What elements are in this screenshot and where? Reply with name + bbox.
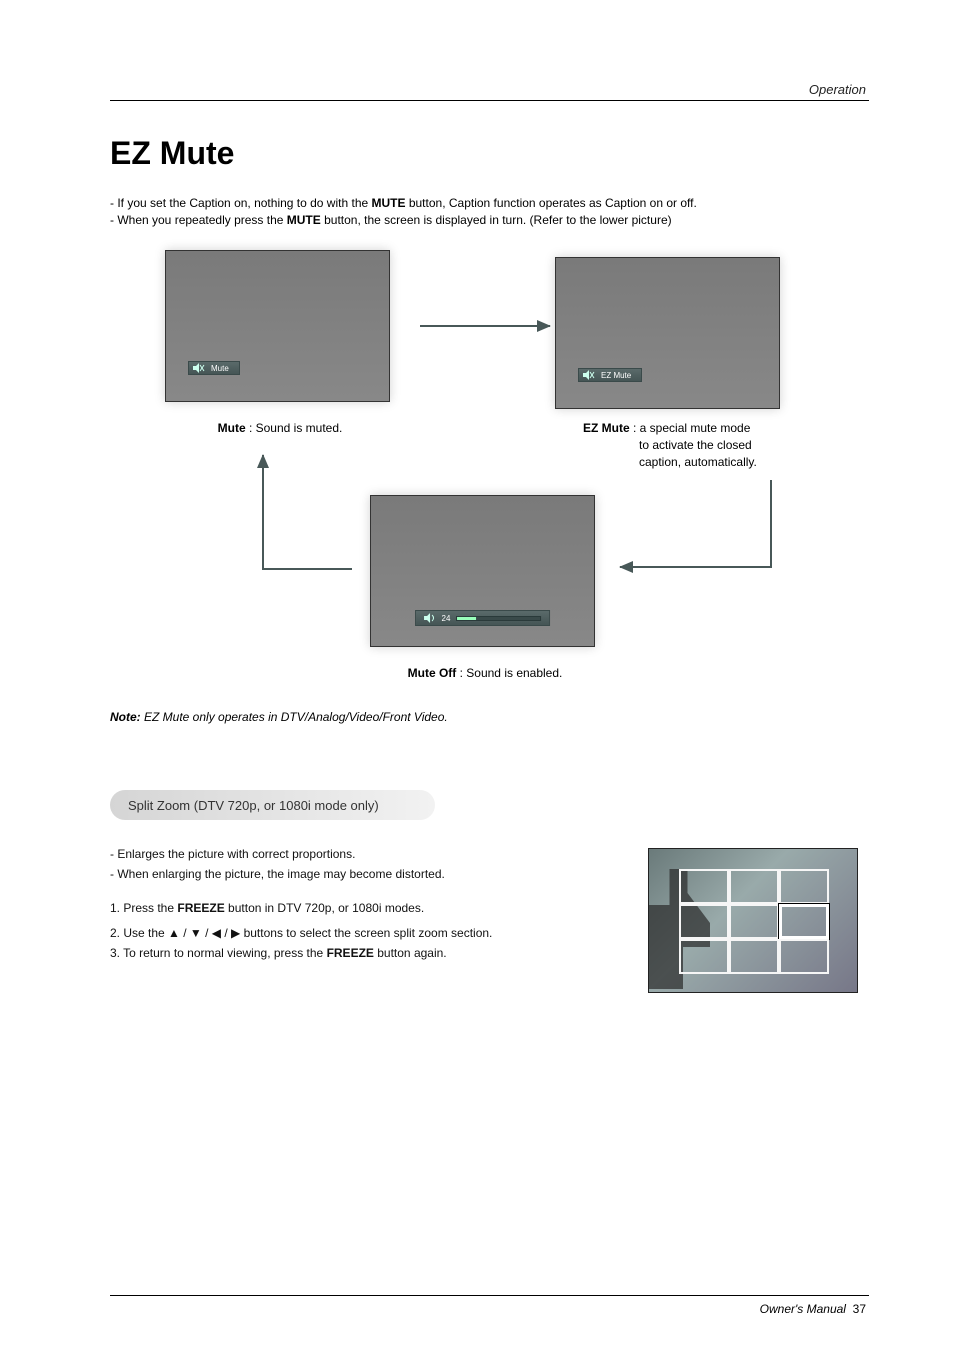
intro-text: - If you set the Caption on, nothing to … — [110, 195, 866, 230]
spacer — [110, 885, 620, 899]
split-zoom-illustration — [648, 848, 858, 993]
bullet-2: - When enlarging the picture, the image … — [110, 865, 620, 885]
volume-fill — [457, 617, 475, 620]
footer-text: Owner's Manual 37 — [760, 1302, 866, 1316]
grid-cell — [679, 869, 729, 904]
mute-icon — [193, 363, 205, 373]
page-title: EZ Mute — [110, 135, 234, 172]
osd-ezmute-label: EZ Mute — [578, 368, 642, 382]
mute-icon — [583, 370, 595, 380]
text-bold: EZ Mute — [583, 421, 630, 435]
osd-mute-label: Mute — [188, 361, 240, 375]
osd-volume-label: 24 — [415, 610, 551, 626]
header-divider — [110, 100, 869, 101]
text-bold: FREEZE — [177, 901, 224, 915]
text: - When you repeatedly press the — [110, 213, 287, 227]
text-bold: MUTE — [372, 196, 406, 210]
arrow-elbow-left — [262, 568, 352, 570]
osd-volume-value: 24 — [442, 614, 451, 623]
text: button, Caption function operates as Cap… — [406, 196, 697, 210]
grid-cell — [779, 939, 829, 974]
text: : a special mute mode — [630, 421, 751, 435]
note-body: EZ Mute only operates in DTV/Analog/Vide… — [141, 710, 448, 724]
text: button in DTV 720p, or 1080i modes. — [225, 901, 424, 915]
screen-mute: Mute — [165, 250, 390, 402]
osd-ezmute-text: EZ Mute — [601, 371, 631, 380]
text: caption, automatically. — [583, 454, 757, 471]
split-zoom-header-text: Split Zoom (DTV 720p, or 1080i mode only… — [128, 798, 379, 813]
text-bold: FREEZE — [327, 946, 374, 960]
muteoff-caption: Mute Off : Sound is enabled. — [395, 665, 575, 682]
text: 1. Press the — [110, 901, 177, 915]
text: button again. — [374, 946, 447, 960]
text: : Sound is enabled. — [456, 666, 562, 680]
text: - If you set the Caption on, nothing to … — [110, 196, 372, 210]
mute-caption: Mute : Sound is muted. — [190, 420, 370, 437]
grid-cell — [729, 939, 779, 974]
note-bold: Note: — [110, 710, 141, 724]
split-grid — [679, 869, 829, 969]
section-header-label: Operation — [809, 82, 866, 97]
grid-cell — [679, 939, 729, 974]
intro-line-1: - If you set the Caption on, nothing to … — [110, 195, 866, 212]
grid-cell-selected — [779, 904, 829, 939]
osd-mute-text: Mute — [211, 364, 229, 373]
page-number: 37 — [853, 1302, 866, 1316]
text: : Sound is muted. — [246, 421, 343, 435]
screen-ezmute: EZ Mute — [555, 257, 780, 409]
diagram-area: Mute EZ Mute Mute : Sound is muted. EZ M… — [110, 250, 870, 690]
text: 3. To return to normal viewing, press th… — [110, 946, 327, 960]
text-bold: MUTE — [287, 213, 321, 227]
screen-volume: 24 — [370, 495, 595, 647]
arrow-left-icon — [620, 566, 770, 568]
step-2: 2. Use the ▲ / ▼ / ◀ / ▶ buttons to sele… — [110, 924, 620, 944]
grid-cell — [779, 869, 829, 904]
bullet-1: - Enlarges the picture with correct prop… — [110, 845, 620, 865]
grid-cell — [729, 904, 779, 939]
arrow-elbow-right-v — [770, 480, 772, 568]
split-zoom-header: Split Zoom (DTV 720p, or 1080i mode only… — [110, 790, 435, 820]
grid-cell — [729, 869, 779, 904]
footer-label: Owner's Manual — [760, 1302, 846, 1316]
note-text: Note: EZ Mute only operates in DTV/Analo… — [110, 710, 448, 724]
manual-page: Operation EZ Mute - If you set the Capti… — [0, 0, 954, 1351]
arrow-right-icon — [420, 325, 550, 327]
arrow-up-icon — [262, 455, 264, 570]
ezmute-caption: EZ Mute : a special mute mode to activat… — [583, 420, 843, 470]
text-bold: Mute — [218, 421, 246, 435]
grid-cell — [679, 904, 729, 939]
intro-line-2: - When you repeatedly press the MUTE but… — [110, 212, 866, 229]
text-bold: Mute Off — [408, 666, 457, 680]
step-3: 3. To return to normal viewing, press th… — [110, 944, 620, 964]
footer-divider — [110, 1295, 869, 1296]
instructions-block: - Enlarges the picture with correct prop… — [110, 845, 620, 964]
text: button, the screen is displayed in turn.… — [321, 213, 672, 227]
speaker-icon — [424, 613, 436, 623]
step-1: 1. Press the FREEZE button in DTV 720p, … — [110, 899, 620, 919]
text: to activate the closed — [583, 437, 752, 454]
volume-bar — [456, 616, 541, 621]
